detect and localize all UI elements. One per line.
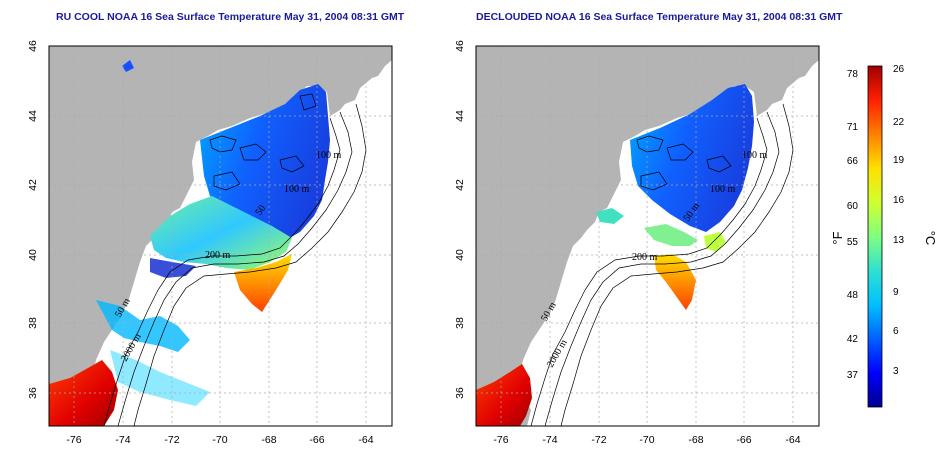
colorbar-celsius-ticks: 26 22 19 16 13 9 6 3 [893, 64, 905, 377]
fahrenheit-tick: 71 [847, 122, 859, 133]
colorbar-gradient [867, 65, 883, 408]
bathymetry-contours [530, 103, 794, 426]
lat-tick: 44 [454, 110, 466, 122]
fahrenheit-tick: 48 [847, 290, 859, 301]
lon-tick: -70 [212, 434, 227, 446]
right-x-axis: -76 -74 -72 -70 -68 -66 -64 [493, 434, 800, 446]
sst-hot-south [476, 364, 532, 426]
celsius-tick: 26 [893, 64, 905, 75]
lon-tick: -68 [688, 434, 703, 446]
lat-tick: 44 [27, 110, 39, 122]
lat-tick: 40 [454, 249, 466, 261]
left-x-axis: -76 -74 -72 -70 -68 -66 -64 [66, 434, 373, 446]
lon-tick: -66 [309, 434, 324, 446]
celsius-tick: 22 [893, 117, 905, 128]
contour-label: 200 m [205, 250, 231, 261]
fahrenheit-tick: 55 [847, 237, 859, 248]
fahrenheit-tick: 37 [847, 370, 859, 381]
sst-far-north-patch [122, 60, 134, 72]
left-map: 100 m 100 m 50 200 m 50 m 2000 m -76 -74… [27, 40, 393, 446]
lon-tick: -64 [785, 434, 800, 446]
lon-tick: -72 [164, 434, 179, 446]
contour-label: 100 m [316, 150, 342, 161]
lon-tick: -74 [115, 434, 130, 446]
contour-label: 100 m [284, 184, 310, 195]
lon-tick: -70 [639, 434, 654, 446]
lat-tick: 36 [454, 387, 466, 399]
contour-label: 100 m [742, 150, 768, 161]
lon-tick: -68 [261, 434, 276, 446]
right-map: 100 m 100 m 50 m 200 m 50 m 2000 m -76 -… [454, 40, 820, 446]
grid [476, 46, 819, 426]
celsius-tick: 19 [893, 155, 905, 166]
lon-tick: -66 [736, 434, 751, 446]
fahrenheit-tick: 60 [847, 201, 859, 212]
sst-gulf-of-maine [630, 84, 754, 232]
fahrenheit-unit-label: °F [830, 231, 845, 244]
sst-gulf-of-maine [200, 84, 330, 240]
sst-hot-south [49, 360, 118, 426]
sst-scatter [96, 300, 190, 352]
left-y-axis: 46 44 42 40 38 36 [27, 40, 39, 399]
lat-tick: 42 [454, 179, 466, 191]
lat-tick: 42 [27, 179, 39, 191]
contour-label: 2000 m [545, 338, 570, 370]
lat-tick: 36 [27, 387, 39, 399]
celsius-tick: 16 [893, 195, 905, 206]
lat-tick: 46 [27, 40, 39, 52]
colorbar-fahrenheit-ticks: 78 71 66 60 55 48 42 37 [847, 69, 859, 381]
right-y-axis: 46 44 42 40 38 36 [454, 40, 466, 399]
contour-label: 100 m [710, 184, 736, 195]
fahrenheit-tick: 66 [847, 156, 859, 167]
sst-shelf-band [150, 196, 292, 270]
lon-tick: -72 [591, 434, 606, 446]
celsius-tick: 9 [893, 287, 899, 298]
fahrenheit-tick: 78 [847, 69, 859, 80]
celsius-tick: 13 [893, 235, 905, 246]
land-mass [476, 46, 819, 426]
celsius-tick: 6 [893, 326, 899, 337]
lat-tick: 38 [27, 317, 39, 329]
sst-slope-warm [654, 254, 696, 310]
left-map-title: RU COOL NOAA 16 Sea Surface Temperature … [56, 11, 405, 23]
sst-slope-warm [234, 254, 292, 312]
sst-shelf-patch [596, 208, 624, 224]
contour-label: 200 m [632, 252, 658, 263]
celsius-tick: 3 [893, 366, 899, 377]
fahrenheit-tick: 42 [847, 334, 859, 345]
left-map-frame [48, 45, 393, 427]
lon-tick: -64 [358, 434, 373, 446]
lat-tick: 40 [27, 249, 39, 261]
sst-shelf-patch [644, 224, 698, 246]
sst-cold-streak [150, 258, 196, 278]
celsius-unit-label: °C [923, 231, 938, 246]
lon-tick: -74 [542, 434, 557, 446]
lon-tick: -76 [493, 434, 508, 446]
grid [49, 46, 392, 426]
lat-tick: 46 [454, 40, 466, 52]
bathymetry-contours [103, 93, 367, 426]
sst-scatter-2 [110, 350, 210, 406]
land-mass [49, 46, 392, 426]
right-map-title: DECLOUDED NOAA 16 Sea Surface Temperatur… [476, 11, 843, 23]
colorbar: 78 71 66 60 55 48 42 37 26 22 19 16 13 9… [830, 64, 938, 408]
lon-tick: -76 [66, 434, 81, 446]
sst-shelf-patch [704, 232, 726, 252]
right-map-frame [475, 45, 820, 427]
lat-tick: 38 [454, 317, 466, 329]
